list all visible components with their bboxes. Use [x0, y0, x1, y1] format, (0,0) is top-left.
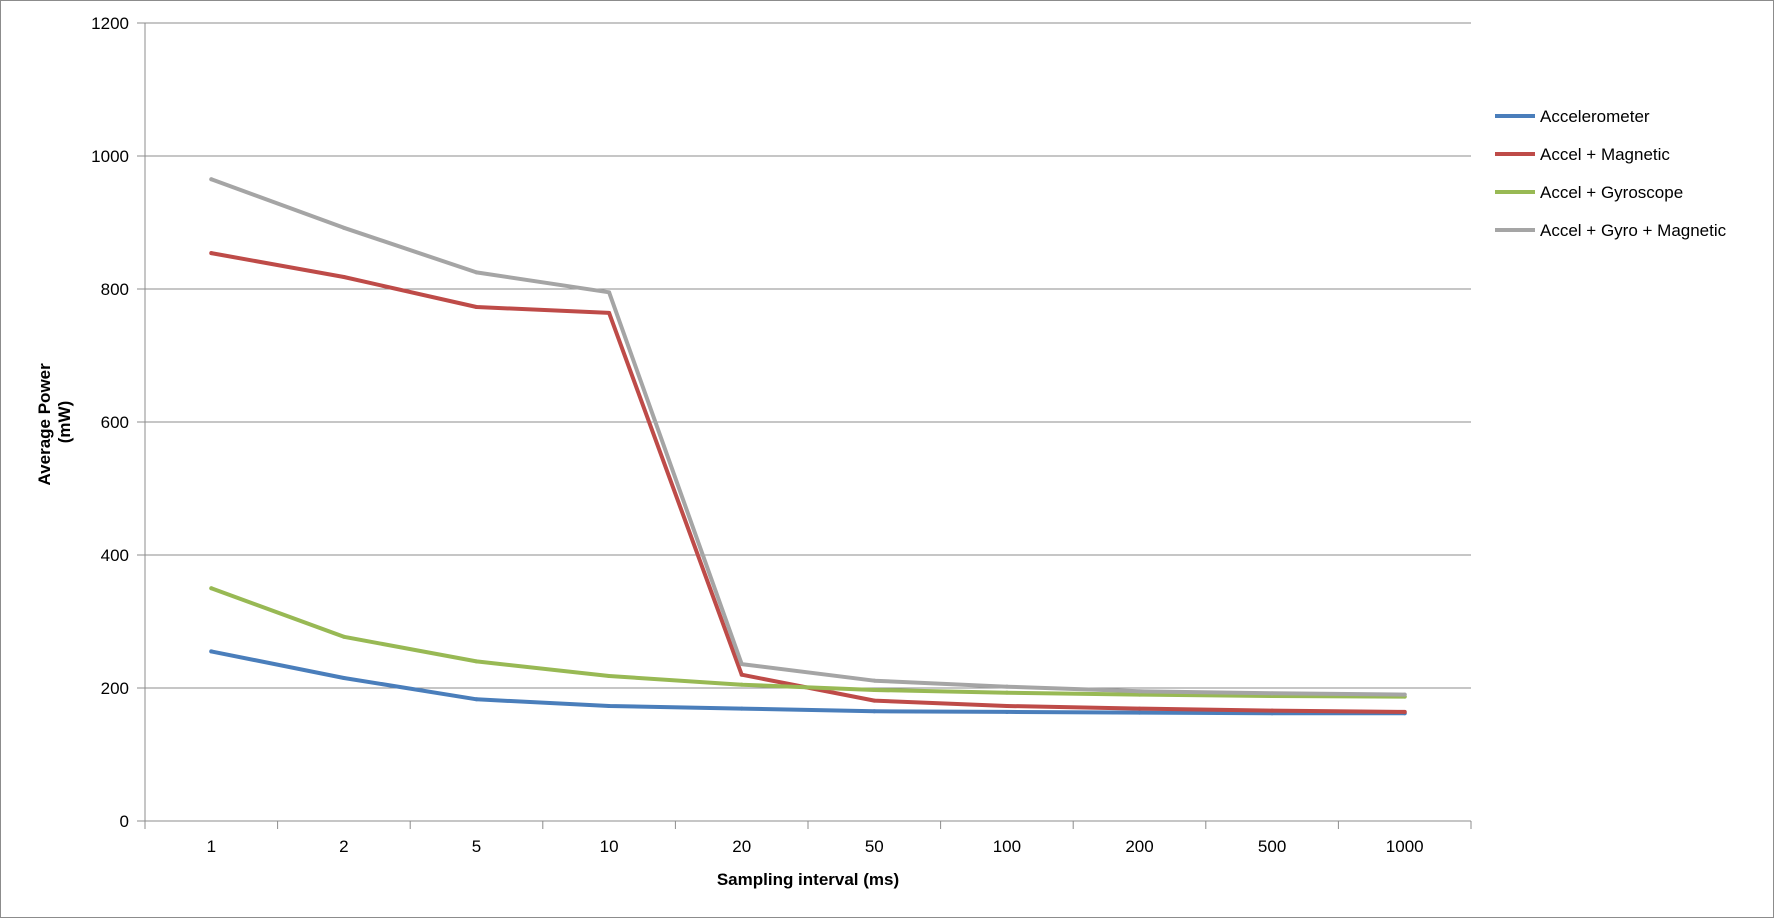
data-point — [474, 304, 479, 309]
data-point — [872, 698, 877, 703]
data-point — [607, 310, 612, 315]
series-line-4 — [209, 177, 1407, 697]
x-tick-label: 5 — [472, 837, 481, 856]
data-point — [1004, 709, 1009, 714]
x-axis-title: Sampling interval (ms) — [717, 870, 899, 889]
legend-label: Accelerometer — [1540, 107, 1650, 126]
data-point — [739, 662, 744, 667]
data-point — [474, 659, 479, 664]
y-axis-title: Average Power (mW) — [35, 359, 74, 486]
data-point — [1137, 710, 1142, 715]
series-line-1 — [209, 649, 1407, 716]
y-tick-label: 0 — [120, 812, 129, 831]
data-point — [209, 177, 214, 182]
data-point — [872, 687, 877, 692]
y-tick-label: 400 — [101, 546, 129, 565]
x-tick-label: 20 — [732, 837, 751, 856]
x-tick-label: 1 — [207, 837, 216, 856]
data-point — [739, 672, 744, 677]
data-point — [607, 703, 612, 708]
legend-label: Accel + Gyro + Magnetic — [1540, 221, 1727, 240]
y-axis-tick-labels: 0 200 400 600 800 1000 1200 — [91, 14, 129, 831]
y-tick-label: 200 — [101, 679, 129, 698]
legend-label: Accel + Magnetic — [1540, 145, 1670, 164]
x-tick-label: 200 — [1125, 837, 1153, 856]
data-point — [1004, 703, 1009, 708]
data-point — [474, 697, 479, 702]
y-axis-title-line-1: Average Power — [35, 363, 54, 486]
legend: Accelerometer Accel + Magnetic Accel + Gyr… — [1495, 107, 1727, 240]
x-axis-tick-labels: 1 2 5 10 20 50 100 200 500 1000 — [207, 837, 1424, 856]
y-axis-title-line-2: (mW) — [55, 401, 74, 443]
data-point — [1004, 690, 1009, 695]
data-point — [1137, 689, 1142, 694]
data-point — [341, 275, 346, 280]
y-tick-label: 600 — [101, 413, 129, 432]
y-tick-label: 800 — [101, 280, 129, 299]
data-point — [341, 634, 346, 639]
data-point — [1402, 692, 1407, 697]
data-point — [607, 674, 612, 679]
data-series — [209, 177, 1407, 716]
data-point — [1270, 691, 1275, 696]
gridlines — [145, 22, 1471, 689]
x-tick-label: 50 — [865, 837, 884, 856]
data-point — [739, 706, 744, 711]
x-tick-label: 100 — [993, 837, 1021, 856]
data-point — [872, 678, 877, 683]
data-point — [209, 649, 214, 654]
data-point — [1137, 706, 1142, 711]
x-tick-label: 2 — [339, 837, 348, 856]
series-line-3 — [209, 586, 1407, 699]
x-tick-label: 1000 — [1386, 837, 1424, 856]
x-tick-label: 10 — [600, 837, 619, 856]
data-point — [739, 682, 744, 687]
series-line-2 — [209, 251, 1407, 714]
data-point — [341, 225, 346, 230]
y-tick-label: 1200 — [91, 14, 129, 33]
data-point — [607, 290, 612, 295]
y-tick-label: 1000 — [91, 147, 129, 166]
axes — [137, 22, 1472, 829]
data-point — [1270, 708, 1275, 713]
data-point — [1402, 709, 1407, 714]
data-point — [209, 251, 214, 256]
x-tick-label: 500 — [1258, 837, 1286, 856]
data-point — [1004, 684, 1009, 689]
data-point — [209, 586, 214, 591]
data-point — [341, 676, 346, 681]
data-point — [474, 270, 479, 275]
data-point — [1137, 692, 1142, 697]
legend-label: Accel + Gyroscope — [1540, 183, 1683, 202]
data-point — [872, 709, 877, 714]
